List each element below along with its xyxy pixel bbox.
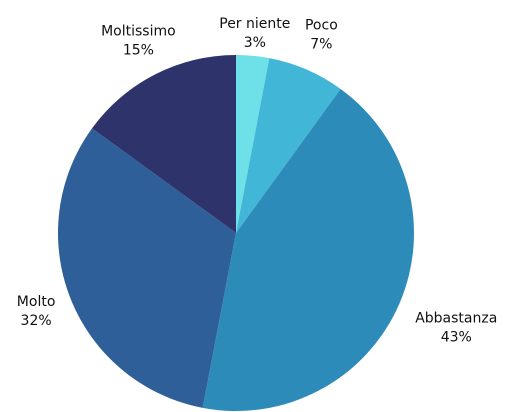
- slice-label: Molto: [17, 294, 56, 310]
- slice-value: 43%: [441, 329, 472, 345]
- pie-slice: [236, 58, 341, 234]
- pie-slice: [236, 55, 270, 233]
- slice-value: 7%: [310, 37, 332, 53]
- slice-label: Per niente: [219, 16, 290, 32]
- slice-label: Abbastanza: [415, 310, 497, 326]
- pie-slice: [91, 55, 237, 233]
- slice-value: 15%: [123, 42, 154, 58]
- pie-slice: [202, 88, 414, 412]
- pie-slice: [57, 128, 237, 408]
- slice-label: Poco: [305, 18, 338, 34]
- slice-label: Moltissimo: [101, 23, 176, 39]
- slice-value: 32%: [21, 313, 52, 329]
- slice-value: 3%: [244, 35, 266, 51]
